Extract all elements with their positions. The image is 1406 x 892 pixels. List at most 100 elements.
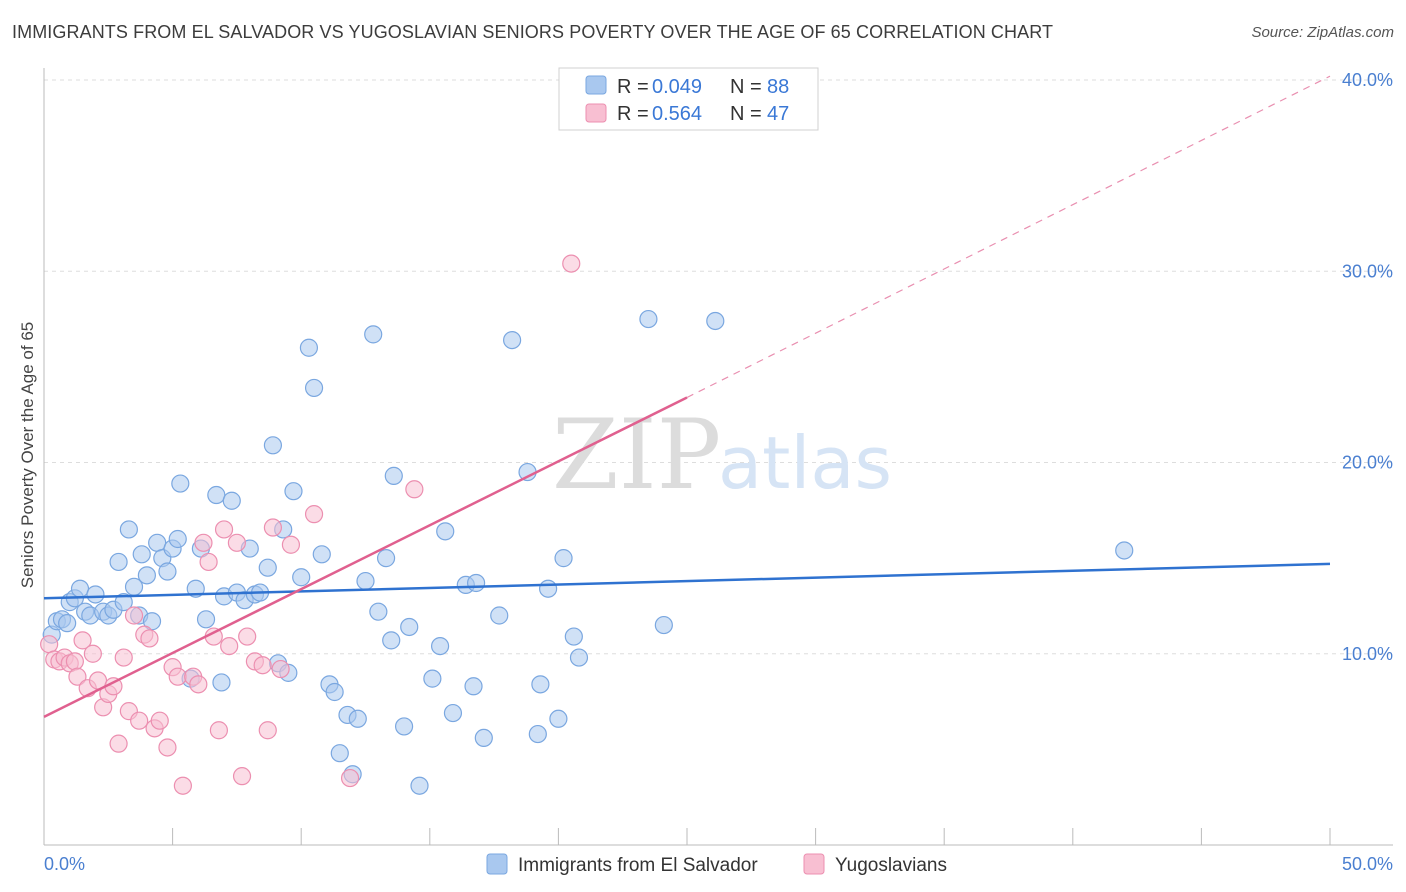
trend-line-yugoslavian-extension [686,75,1331,399]
point-yugoslavian [281,535,301,554]
trend-lines [43,75,1331,718]
x-tick-label-min: 0.0% [44,854,85,874]
x-tick-label-max: 50.0% [1342,854,1393,874]
point-el-salvador [168,529,187,549]
point-el-salvador [86,585,105,604]
point-el-salvador [348,709,367,728]
point-yugoslavian [168,667,187,686]
point-el-salvador [356,571,375,591]
point-el-salvador [443,703,463,723]
point-yugoslavian [158,738,177,757]
point-yugoslavian [253,656,272,675]
point-el-salvador [436,522,455,541]
point-el-salvador [171,474,190,493]
y-axis-title: Seniors Poverty Over the Age of 65 [18,322,37,588]
point-yugoslavian [83,644,102,663]
point-yugoslavian [340,768,360,788]
legend-n-label-pink: N = [730,103,762,125]
legend-swatch-pink [585,103,607,123]
point-el-salvador [654,615,673,635]
trend-line-yugoslavian [43,396,688,718]
point-yugoslavian [232,767,252,786]
point-el-salvador [384,466,403,485]
point-el-salvador [1115,541,1134,560]
watermark-atlas: atlas [718,421,892,505]
bottom-legend-label-pink: Yugoslavians [835,855,947,876]
point-el-salvador [564,627,583,646]
point-el-salvador [639,309,658,329]
point-yugoslavian [238,627,257,646]
point-el-salvador [292,568,311,587]
point-el-salvador [109,552,128,572]
point-el-salvador [394,717,414,736]
point-yugoslavian [199,552,218,572]
point-el-salvador [569,648,589,667]
y-tick-label: 20.0% [1342,453,1393,473]
point-el-salvador [400,617,419,637]
point-yugoslavian [173,776,192,795]
point-el-salvador [196,610,216,629]
point-el-salvador [490,606,509,625]
point-yugoslavian [220,636,239,656]
point-el-salvador [464,677,483,696]
bottom-legend-swatch-pink [803,853,825,875]
point-el-salvador [369,602,388,621]
point-el-salvador [474,728,493,748]
point-yugoslavian [114,648,133,667]
watermark-zip: ZIP [552,399,721,511]
legend-box: R = 0.049 N = 88 R = 0.564 N = 47 [558,67,819,131]
chart-source: Source: ZipAtlas.com [1251,24,1394,41]
point-el-salvador [503,331,522,350]
point-yugoslavian [124,606,144,625]
bottom-legend: Immigrants from El Salvador Yugoslavians [486,853,947,876]
point-yugoslavian [263,518,283,537]
point-el-salvador [119,520,138,539]
watermark: ZIP atlas [552,399,892,511]
point-el-salvador [70,579,90,598]
bottom-legend-label-blue: Immigrants from El Salvador [518,855,758,876]
point-yugoslavian [68,667,87,686]
point-yugoslavian [562,254,581,273]
y-tick-label: 30.0% [1342,261,1393,281]
point-el-salvador [531,675,550,694]
point-yugoslavian [40,635,59,654]
y-tick-label: 40.0% [1342,70,1393,90]
point-el-salvador [114,593,133,612]
point-el-salvador [528,724,547,744]
point-yugoslavian [214,520,234,539]
point-el-salvador [299,338,319,357]
point-el-salvador [258,558,277,577]
point-el-salvador [222,491,241,510]
legend-n-value-blue: 88 [767,76,789,98]
legend-n-value-pink: 47 [767,103,789,125]
point-yugoslavian [304,505,324,524]
point-el-salvador [207,485,226,505]
point-el-salvador [132,545,151,564]
bottom-legend-swatch-blue [486,853,508,875]
point-yugoslavian [405,480,424,499]
x-ticks [172,828,1331,845]
point-el-salvador [137,566,156,585]
point-el-salvador [263,436,283,455]
point-el-salvador [364,325,383,344]
chart-title: IMMIGRANTS FROM EL SALVADOR VS YUGOSLAVI… [12,22,1054,42]
point-el-salvador [376,549,396,568]
point-el-salvador [330,744,349,763]
legend-r-value-pink: 0.564 [652,103,702,125]
point-el-salvador [554,549,573,568]
point-el-salvador [706,311,725,331]
y-tick-labels: 10.0% 20.0% 30.0% 40.0% [1342,70,1393,664]
point-el-salvador [423,669,442,688]
legend-swatch-blue [585,75,607,95]
point-el-salvador [158,562,177,581]
point-yugoslavian [109,734,128,753]
point-yugoslavian [209,721,228,740]
legend-n-label-blue: N = [730,76,762,98]
point-el-salvador [549,709,568,728]
point-yugoslavian [194,533,213,552]
point-el-salvador [58,614,77,633]
point-el-salvador [382,631,401,650]
legend-r-label-pink: R = [617,103,649,125]
point-el-salvador [212,673,231,692]
